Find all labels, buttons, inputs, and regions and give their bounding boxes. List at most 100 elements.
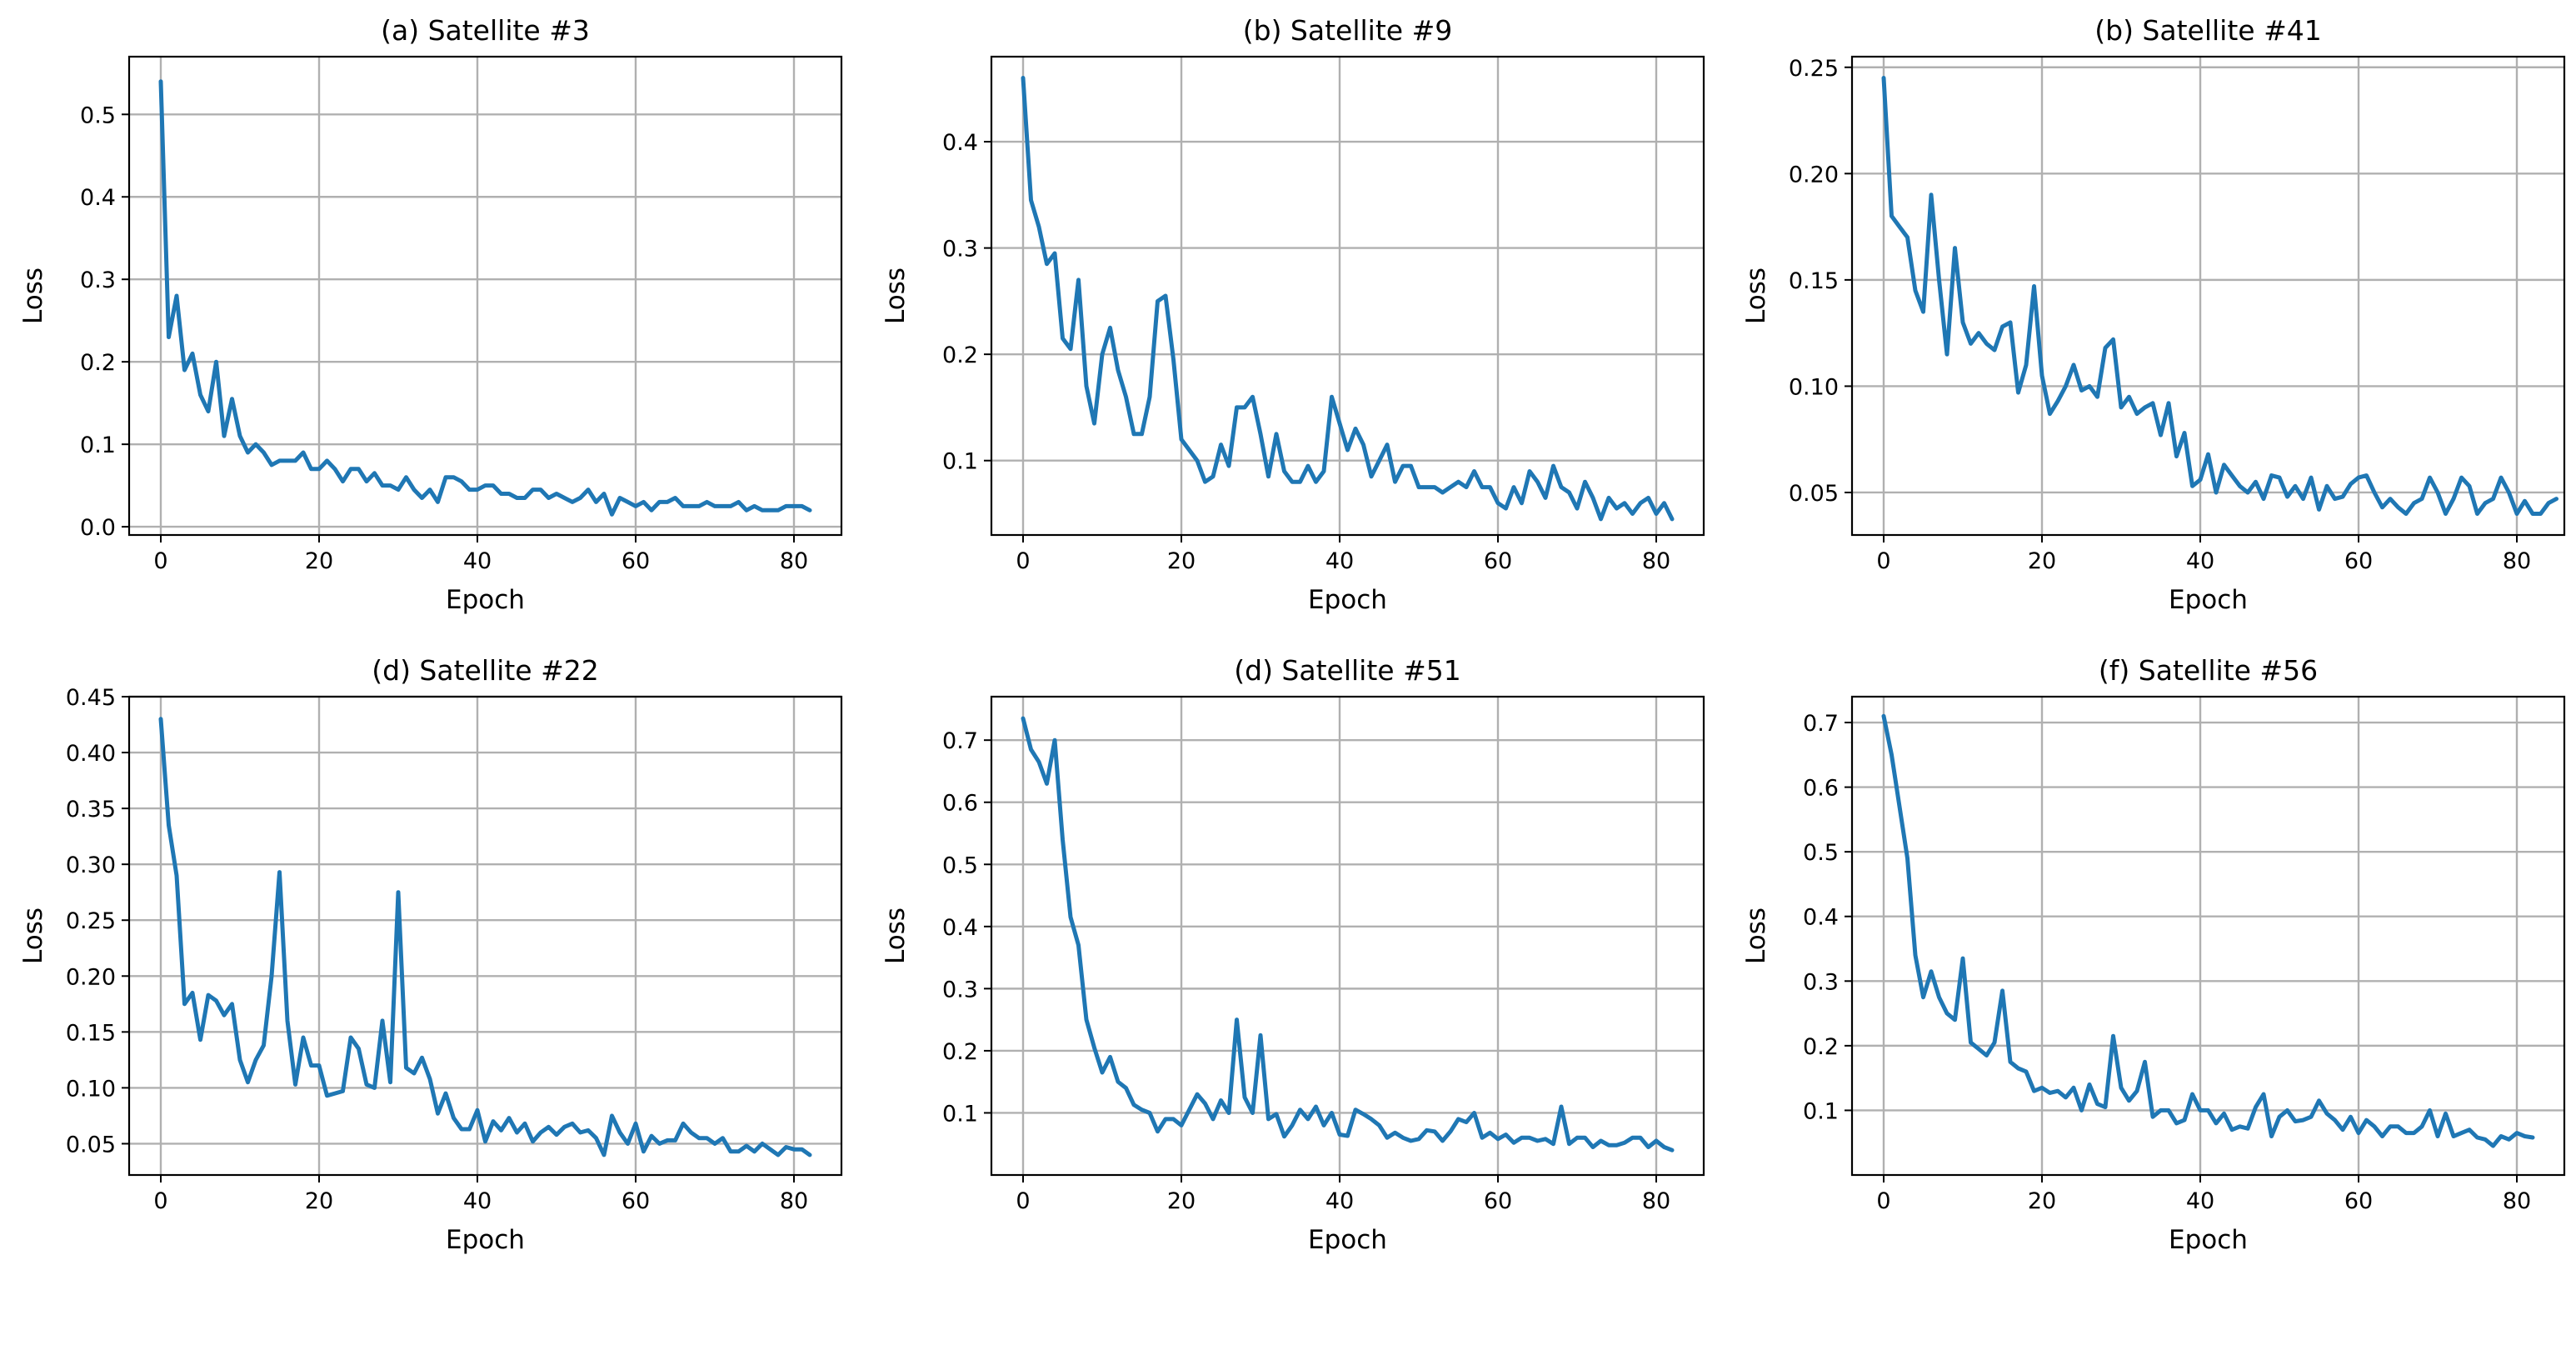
chart-2-frame [1850, 55, 2566, 537]
chart-3-y-tick-label-8: 0.45 [66, 685, 116, 711]
chart-3-x-tick-label-3: 60 [622, 1188, 650, 1214]
chart-5-title: (f) Satellite #56 [2099, 654, 2318, 687]
chart-2: 0 20 40 60 80 0.05 0.10 0.15 0.20 0.25 (b) Satelli… [1741, 14, 2566, 615]
chart-4-y-tick-label-6: 0.7 [942, 728, 978, 754]
chart-2-x-tick-label-2: 40 [2186, 548, 2214, 574]
chart-5-xlabel: Epoch [2169, 1225, 2248, 1255]
chart-5-x-tick-label-1: 20 [2028, 1188, 2056, 1214]
chart-2-x-tick-label-3: 60 [2344, 548, 2373, 574]
chart-1-x-tick-label-2: 40 [1325, 548, 1354, 574]
chart-4-y-tick-label-3: 0.4 [942, 915, 978, 941]
chart-5-series-line [1881, 713, 2535, 1148]
chart-3-y-tick-label-2: 0.15 [66, 1020, 116, 1046]
chart-4-x-tick-label-1: 20 [1167, 1188, 1196, 1214]
chart-1-x-tick-label-1: 20 [1167, 548, 1196, 574]
chart-2-x-tick-label-1: 20 [2028, 548, 2056, 574]
chart-5-y-tick-label-5: 0.6 [1803, 776, 1839, 802]
chart-4-x-tick-label-0: 0 [1016, 1188, 1030, 1214]
chart-4-y-tick-label-1: 0.2 [942, 1039, 978, 1065]
chart-5-x-tick-label-2: 40 [2186, 1188, 2214, 1214]
chart-2-y-tick-label-4: 0.25 [1789, 56, 1839, 82]
chart-0-x-tick-label-3: 60 [622, 548, 650, 574]
chart-2-ylabel: Loss [1741, 268, 1771, 324]
chart-0-y-tick-label-1: 0.1 [80, 432, 116, 458]
chart-3: 0 20 40 60 80 0.05 0.10 0.15 0.20 0.25 0.30 0.35 0.4… [18, 654, 843, 1255]
chart-5-x-tick-label-4: 80 [2503, 1188, 2531, 1214]
chart-5-y-tick-label-1: 0.2 [1803, 1034, 1839, 1060]
chart-0-x-tick-label-0: 0 [153, 548, 167, 574]
chart-2-series-line [1881, 76, 2559, 516]
chart-3-y-tick-label-3: 0.20 [66, 964, 116, 990]
chart-3-y-tick-label-4: 0.25 [66, 908, 116, 934]
chart-5-y-tick-label-4: 0.5 [1803, 840, 1839, 866]
chart-4-x-tick-label-3: 60 [1484, 1188, 1512, 1214]
chart-5: 0 20 40 60 80 0.1 0.2 0.3 0.4 0.5 0.6 0.7 (f) Satell… [1741, 654, 2566, 1255]
chart-5-y-tick-label-0: 0.1 [1803, 1098, 1839, 1124]
chart-3-title: (d) Satellite #22 [372, 654, 598, 687]
chart-0-frame [127, 55, 843, 537]
chart-1-x-tick-label-0: 0 [1016, 548, 1030, 574]
chart-1-title: (b) Satellite #9 [1243, 14, 1452, 47]
chart-5-ylabel: Loss [1741, 908, 1771, 964]
chart-0-x-tick-label-1: 20 [305, 548, 333, 574]
chart-3-x-tick-label-4: 80 [780, 1188, 808, 1214]
chart-5-x-tick-label-0: 0 [1876, 1188, 1890, 1214]
chart-4-y-tick-label-2: 0.3 [942, 977, 978, 1002]
chart-3-x-tick-label-0: 0 [153, 1188, 167, 1214]
chart-4-y-tick-label-5: 0.6 [942, 791, 978, 817]
chart-4-frame [990, 695, 1705, 1177]
chart-2-title: (b) Satellite #41 [2094, 14, 2321, 47]
chart-2-xlabel: Epoch [2169, 585, 2248, 615]
chart-3-ylabel: Loss [18, 908, 48, 964]
chart-0-title: (a) Satellite #3 [381, 14, 590, 47]
chart-4-x-tick-label-2: 40 [1325, 1188, 1354, 1214]
chart-4-xlabel: Epoch [1308, 1225, 1387, 1255]
chart-0-x-tick-label-2: 40 [463, 548, 492, 574]
chart-1-frame [990, 55, 1705, 537]
chart-0-y-tick-label-0: 0.0 [80, 515, 116, 541]
chart-1-y-tick-label-2: 0.3 [942, 237, 978, 262]
chart-5-y-tick-label-2: 0.3 [1803, 969, 1839, 995]
chart-4: 0 20 40 60 80 0.1 0.2 0.3 0.4 0.5 0.6 0.7 (d) Satell… [881, 654, 1705, 1255]
chart-3-x-tick-label-1: 20 [305, 1188, 333, 1214]
chart-1-y-tick-label-0: 0.1 [942, 449, 978, 475]
chart-1-x-tick-label-3: 60 [1484, 548, 1512, 574]
chart-1-y-tick-label-1: 0.2 [942, 342, 978, 368]
chart-2-y-tick-label-1: 0.10 [1789, 374, 1839, 400]
chart-4-y-tick-label-0: 0.1 [942, 1101, 978, 1127]
chart-1-xlabel: Epoch [1308, 585, 1387, 615]
chart-1-x-tick-label-4: 80 [1642, 548, 1670, 574]
chart-3-y-tick-label-1: 0.10 [66, 1076, 116, 1102]
chart-2-y-tick-label-2: 0.15 [1789, 268, 1839, 294]
chart-0-y-tick-label-4: 0.4 [80, 185, 116, 211]
chart-1-ylabel: Loss [881, 268, 911, 324]
chart-3-y-tick-label-0: 0.05 [66, 1132, 116, 1158]
chart-4-title: (d) Satellite #51 [1234, 654, 1460, 687]
chart-1-y-tick-label-3: 0.4 [942, 130, 978, 156]
chart-3-y-tick-label-7: 0.40 [66, 741, 116, 767]
chart-0-y-tick-label-3: 0.3 [80, 268, 116, 293]
chart-0-y-tick-label-2: 0.2 [80, 350, 116, 376]
chart-0-ylabel: Loss [18, 268, 48, 324]
chart-4-series-line [1021, 716, 1675, 1152]
chart-1: 0 20 40 60 80 0.1 0.2 0.3 0.4 (b) Satellite #9 Epo… [881, 14, 1705, 615]
chart-3-x-tick-label-2: 40 [463, 1188, 492, 1214]
chart-4-x-tick-label-4: 80 [1642, 1188, 1670, 1214]
chart-5-frame [1850, 695, 2566, 1177]
chart-3-y-tick-label-6: 0.35 [66, 797, 116, 822]
chart-2-x-tick-label-0: 0 [1876, 548, 1890, 574]
chart-2-x-tick-label-4: 80 [2503, 548, 2531, 574]
chart-0-x-tick-label-4: 80 [780, 548, 808, 574]
chart-3-y-tick-label-5: 0.30 [66, 852, 116, 878]
chart-5-y-tick-label-3: 0.4 [1803, 905, 1839, 931]
chart-1-series-line [1021, 76, 1675, 522]
chart-2-y-tick-label-3: 0.20 [1789, 162, 1839, 188]
chart-3-series-line [158, 717, 812, 1158]
chart-5-x-tick-label-3: 60 [2344, 1188, 2373, 1214]
chart-0: 0 20 40 60 80 0.0 0.1 0.2 0.3 0.4 0.5 (a) Satellite… [18, 14, 843, 615]
chart-2-y-tick-label-0: 0.05 [1789, 481, 1839, 507]
chart-0-y-tick-label-5: 0.5 [80, 102, 116, 128]
chart-0-xlabel: Epoch [446, 585, 525, 615]
chart-4-y-tick-label-4: 0.5 [942, 852, 978, 878]
chart-0-series-line [158, 79, 812, 517]
